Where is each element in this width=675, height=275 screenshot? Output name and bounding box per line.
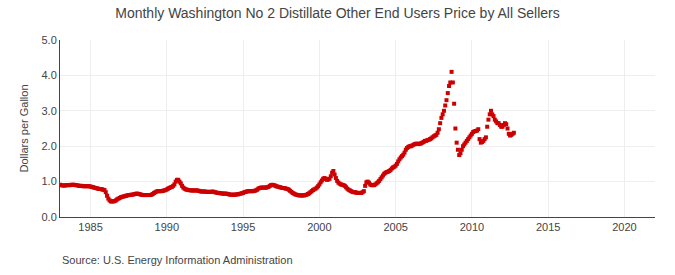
svg-text:3.0: 3.0 bbox=[42, 105, 57, 117]
svg-text:1995: 1995 bbox=[231, 221, 255, 233]
svg-text:2000: 2000 bbox=[307, 221, 331, 233]
svg-text:0.0: 0.0 bbox=[42, 211, 57, 223]
svg-text:5.0: 5.0 bbox=[42, 34, 57, 46]
svg-text:2015: 2015 bbox=[536, 221, 560, 233]
svg-text:1.0: 1.0 bbox=[42, 175, 57, 187]
svg-text:2020: 2020 bbox=[612, 221, 636, 233]
svg-text:4.0: 4.0 bbox=[42, 69, 57, 81]
svg-text:Monthly Washington No 2 Distil: Monthly Washington No 2 Distillate Other… bbox=[115, 5, 560, 21]
svg-text:2.0: 2.0 bbox=[42, 140, 57, 152]
svg-text:Source: U.S. Energy Informatio: Source: U.S. Energy Information Administ… bbox=[62, 254, 293, 266]
svg-text:2005: 2005 bbox=[383, 221, 407, 233]
svg-text:Dollars per Gallon: Dollars per Gallon bbox=[18, 84, 30, 172]
svg-text:2010: 2010 bbox=[460, 221, 484, 233]
svg-text:1985: 1985 bbox=[78, 221, 102, 233]
svg-text:1990: 1990 bbox=[155, 221, 179, 233]
